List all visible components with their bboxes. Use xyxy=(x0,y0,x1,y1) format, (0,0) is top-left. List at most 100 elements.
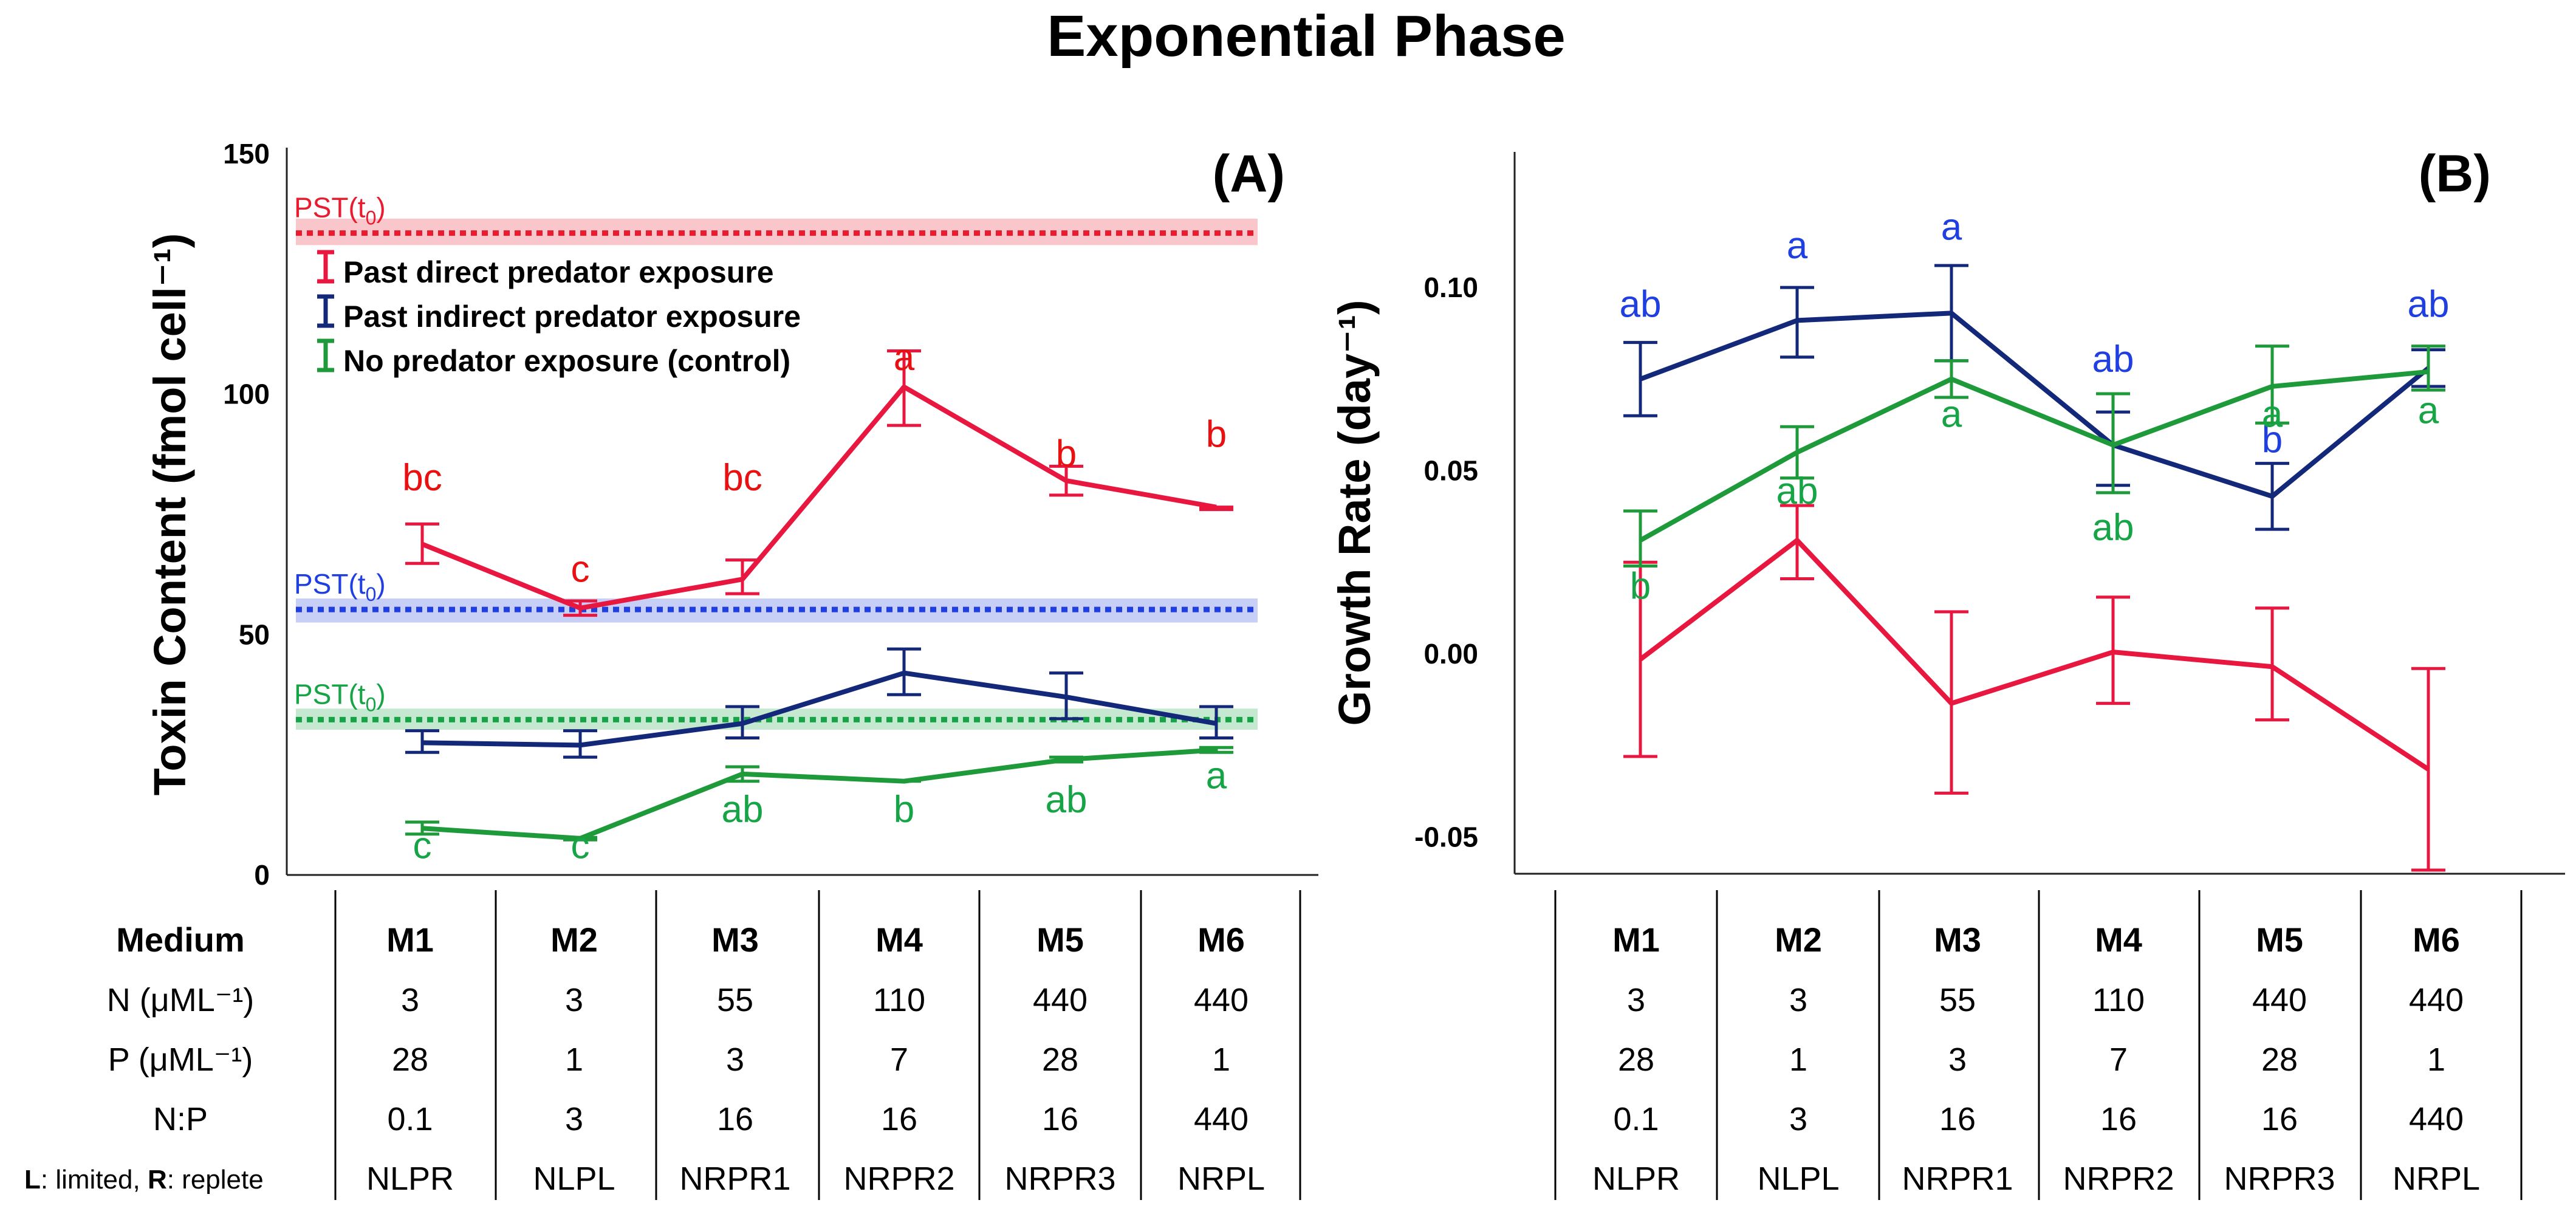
table-a-cell-P: 28 xyxy=(392,1041,428,1078)
pst-t0-label: PST(t0) xyxy=(294,192,386,229)
table-b-cell-N: 3 xyxy=(1627,982,1645,1018)
panel-b-series-line-control xyxy=(1639,369,2429,543)
table-footnote: L: limited, R: replete xyxy=(24,1165,264,1195)
table-b-cell-NP: 16 xyxy=(1939,1101,1976,1137)
legend-item-control: No predator exposure (control) xyxy=(317,338,790,378)
pst-t0-label: PST(t0) xyxy=(294,568,386,605)
table-a-cell-medium: M5 xyxy=(1036,921,1084,959)
table-b-cell-code: NRPR3 xyxy=(2224,1161,2335,1197)
legend: Past direct predator exposure Past indir… xyxy=(317,250,801,378)
panel-a-significance-letter-direct: bc xyxy=(402,457,442,499)
table-a-cell-N: 55 xyxy=(717,982,753,1018)
table-a-cell-NP: 16 xyxy=(717,1101,753,1137)
table-b-cell-medium: M5 xyxy=(2256,921,2303,959)
medium-tables: M1 3 28 0.1 NLPR M2 3 1 3 NLPL M3 55 3 16 NRPR1 M4 110 7 1… xyxy=(24,890,2523,1200)
panel-b-y-tick-label: -0.05 xyxy=(1414,821,1478,853)
table-a-cell-N: 440 xyxy=(1194,982,1249,1018)
table-b-cell-P: 1 xyxy=(2427,1041,2445,1078)
table-b-cell-NP: 440 xyxy=(2409,1101,2464,1137)
table-b-cell-P: 28 xyxy=(2261,1041,2298,1078)
panel-b-growth-rate: -0.05 0.00 0.05 0.10 Growth Rate (day⁻¹) (B) a… xyxy=(1329,145,2565,875)
panel-a-y-tick-label: 50 xyxy=(239,619,270,650)
panel-a-toxin-content: 0 50 100 150 Toxin Content (fmol cell⁻¹) (A) P… xyxy=(145,138,1318,891)
panel-b-error-bar-indirect xyxy=(2255,462,2289,531)
table-b-cell-N: 3 xyxy=(1789,982,1807,1018)
panel-a-error-bar-indirect xyxy=(887,647,921,696)
panel-b-error-bar-direct xyxy=(1780,504,1814,581)
panel-b-error-bar-control xyxy=(1780,425,1814,480)
panel-a-y-tick-label: 0 xyxy=(254,859,270,891)
table-b-cell-P: 28 xyxy=(1618,1041,1654,1078)
table-b-cell-N: 110 xyxy=(2092,982,2145,1018)
panel-b-error-bar-indirect xyxy=(1780,286,1814,359)
panel-b-error-bar-control xyxy=(2096,392,2130,495)
table-a-cell-N: 3 xyxy=(401,982,419,1018)
panel-a-error-bar-direct xyxy=(725,558,759,595)
panel-b-error-bar-direct xyxy=(2255,606,2289,722)
legend-label-control: No predator exposure (control) xyxy=(343,344,790,378)
table-a-cell-N: 110 xyxy=(873,982,925,1018)
panel-a-significance-letter-direct: a xyxy=(894,337,915,379)
panel-a-error-bar-control xyxy=(1199,746,1233,754)
panel-b-significance-letter-control: ab xyxy=(2092,507,2134,549)
panel-b-error-bar-control xyxy=(2411,345,2445,392)
panel-b-significance-letter-indirect: b xyxy=(2262,419,2283,461)
panel-b-error-bar-control xyxy=(2255,345,2289,425)
table-row-label: P (μML⁻¹) xyxy=(108,1041,253,1078)
panel-a-significance-letter-direct: b xyxy=(1206,414,1227,456)
panel-a-significance-letter-control: ab xyxy=(722,789,764,831)
panel-b-y-tick-label: 0.10 xyxy=(1423,272,1478,303)
table-b-cell-code: NRPR1 xyxy=(1902,1161,2013,1197)
panel-a-error-bar-control xyxy=(725,765,759,783)
table-a-cell-medium: M1 xyxy=(386,921,434,959)
legend-item-direct: Past direct predator exposure xyxy=(317,250,774,289)
table-b-cell-code: NLPR xyxy=(1592,1161,1680,1197)
table-b-cell-medium: M2 xyxy=(1775,921,1822,959)
table-a-cell-NP: 0.1 xyxy=(387,1101,433,1137)
table-a-cell-NP: 3 xyxy=(565,1101,583,1137)
panel-b-error-bar-control xyxy=(1623,509,1657,568)
table-a-cell-NP: 16 xyxy=(1042,1101,1078,1137)
panel-a-significance-letter-direct: c xyxy=(571,548,590,590)
panel-a-error-bar-indirect xyxy=(725,705,759,739)
panel-a-error-bar-indirect xyxy=(1049,671,1083,721)
panel-a-error-bar-indirect xyxy=(1199,705,1233,739)
panel-a-error-bar-control xyxy=(563,835,597,842)
table-b-cell-P: 1 xyxy=(1789,1041,1807,1078)
table-b-cell-P: 3 xyxy=(1948,1041,1967,1078)
legend-marker-direct xyxy=(317,250,334,284)
panel-b-error-bar-direct xyxy=(2096,595,2130,705)
panel-b-significance-letter-indirect: ab xyxy=(1620,283,1662,325)
legend-marker-control xyxy=(317,338,334,372)
table-a-cell-code: NRPR2 xyxy=(843,1161,954,1197)
panel-a-error-bar-control xyxy=(1049,755,1083,764)
table-a-cell-code: NRPR3 xyxy=(1004,1161,1115,1197)
panel-a-error-bar-direct xyxy=(1049,464,1083,497)
panel-a-series-line-control xyxy=(422,747,1217,841)
table-b-cell-medium: M1 xyxy=(1612,921,1660,959)
table-b-cell-NP: 0.1 xyxy=(1613,1101,1659,1137)
panel-a-significance-letter-control: b xyxy=(894,789,914,831)
panel-b-error-bar-indirect xyxy=(1623,341,1657,417)
table-a-cell-N: 3 xyxy=(565,982,583,1018)
panel-a-tag: (A) xyxy=(1213,145,1285,203)
table-b-cell-code: NRPL xyxy=(2393,1161,2480,1197)
table-a-cell-code: NRPR1 xyxy=(679,1161,790,1197)
table-a-cell-medium: M2 xyxy=(550,921,598,959)
panel-b-series-line-indirect xyxy=(1639,310,2430,499)
panel-a-error-bar-indirect xyxy=(405,729,439,754)
panel-b-significance-letter-control: b xyxy=(1630,566,1651,608)
figure-title: Exponential Phase xyxy=(1047,4,1566,69)
panel-b-significance-letter-indirect: ab xyxy=(2408,283,2450,325)
panel-a-error-bar-control xyxy=(405,820,439,836)
table-a-cell-P: 3 xyxy=(726,1041,744,1078)
table-b-cell-N: 440 xyxy=(2252,982,2307,1018)
panel-a-series-line-direct xyxy=(421,384,1217,611)
panel-b-y-tick-label: 0.05 xyxy=(1423,455,1478,487)
panel-a-significance-letter-control: ab xyxy=(1046,779,1088,821)
panel-a-y-tick-label: 100 xyxy=(223,379,270,410)
table-a-cell-P: 1 xyxy=(1212,1041,1230,1078)
legend-marker-indirect xyxy=(317,294,334,328)
table-row-label: N:P xyxy=(153,1101,208,1137)
